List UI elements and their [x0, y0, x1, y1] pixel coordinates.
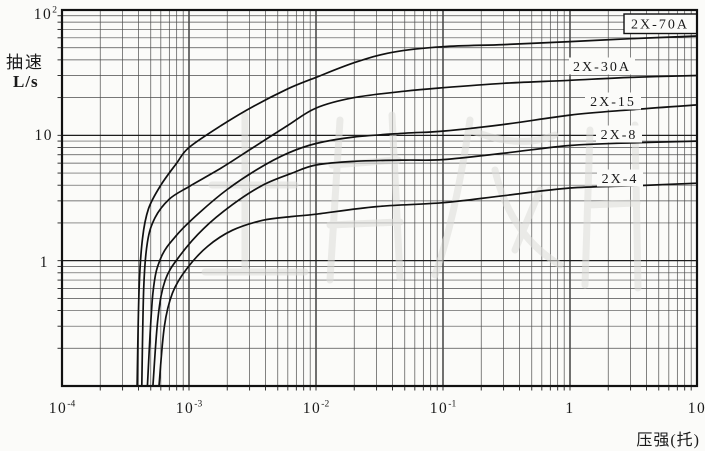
y-tick-label: 1 [40, 254, 49, 271]
series-label-bg-2X-4 [597, 169, 643, 187]
x-tick-label: 10 [688, 400, 705, 417]
curve-2X-15 [146, 104, 697, 386]
log-grid [62, 10, 697, 386]
y-tick-label: 102 [34, 6, 58, 24]
watermark [201, 111, 642, 292]
x-tick-label: 10-2 [303, 400, 330, 418]
series-labels: 2X-70A 2X-30A 2X-15 2X-8 2X-4 [569, 13, 698, 187]
x-tick-label: 10-4 [49, 400, 76, 418]
series-label-2X-30A: 2X-30A [573, 60, 631, 75]
series-label-2X-15: 2X-15 [590, 95, 636, 110]
curve-2X-70A [136, 35, 697, 386]
watermark-glyphs [201, 111, 642, 292]
x-tick-label: 10-1 [430, 400, 457, 418]
curve-2X-8 [152, 140, 697, 386]
pump-curves [136, 35, 697, 386]
curve-2X-4 [158, 182, 697, 386]
y-axis-title-line2: L/s [13, 72, 39, 91]
plot-border [60, 8, 699, 388]
series-label-bg-2X-8 [596, 125, 642, 143]
axis-tick-labels: 10-4 10-3 10-2 10-1 1 10 102 10 1 [34, 6, 705, 418]
axis-ticks [57, 15, 692, 391]
y-tick-label: 10 [35, 127, 54, 144]
series-label-2X-8: 2X-8 [601, 128, 638, 143]
x-tick-label: 10-3 [176, 400, 203, 418]
series-label-bg-2X-15 [585, 92, 641, 110]
x-tick-label: 1 [565, 400, 574, 417]
series-label-2X-70A: 2X-70A [631, 18, 689, 33]
x-axis-title: 压强(托) [636, 432, 700, 449]
series-label-2X-4: 2X-4 [602, 172, 639, 187]
plot-frame [60, 8, 699, 388]
series-label-bg-2X-30A [569, 57, 635, 75]
curve-2X-30A [140, 74, 697, 386]
y-axis-title-line1: 抽速 [6, 53, 44, 72]
